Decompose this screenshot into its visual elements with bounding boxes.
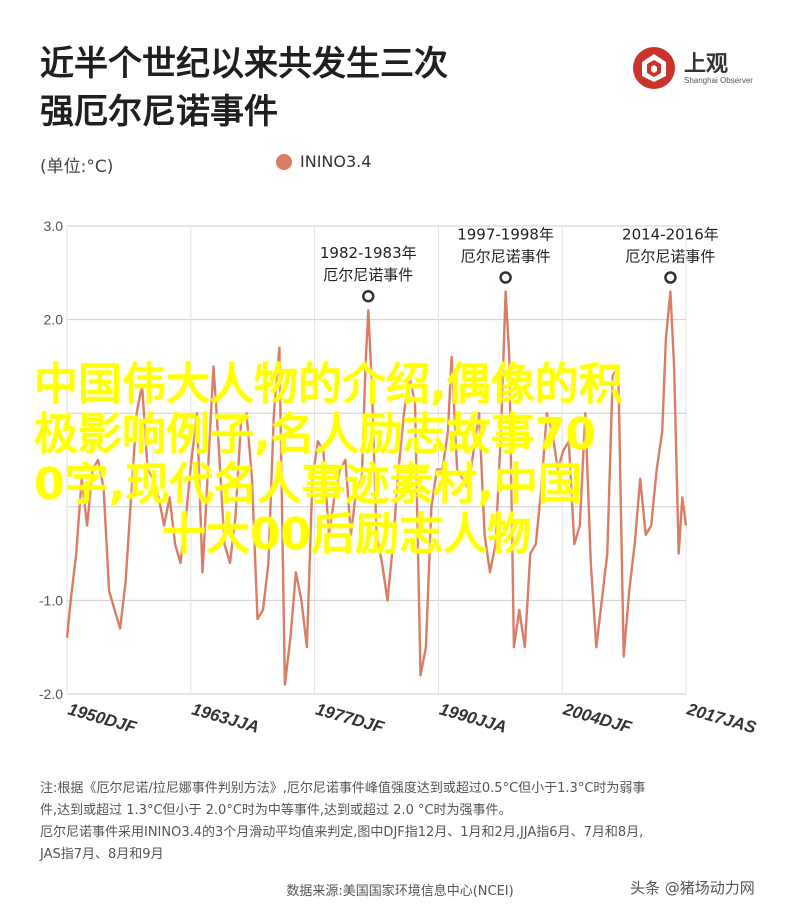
y-tick-label: 3.0 [44, 218, 64, 234]
legend: ININO3.4 [276, 152, 371, 171]
footnote: 注:根据《厄尔尼诺/拉尼娜事件判别方法》,厄尔尼诺事件峰值强度达到或超过0.5°… [40, 778, 760, 866]
y-tick-label: -1.0 [39, 592, 63, 608]
y-tick-label: -2.0 [39, 686, 63, 702]
annotation-label-line-1: 1982-1983年 [320, 244, 417, 262]
annotation-label-line-1: 2014-2016年 [622, 226, 719, 244]
brand-name: 上观 [684, 52, 729, 77]
x-tick-label: 1990JJA [437, 700, 509, 737]
peak-marker [362, 289, 375, 303]
x-tick-label: 1977DJF [313, 700, 386, 738]
annotation-label-line-2: 厄尔尼诺事件 [461, 248, 551, 266]
footnote-line-4: JAS指7月、8月和9月 [40, 847, 164, 862]
peak-marker [664, 271, 677, 284]
overlay-line-3: 0字,现代名人事迹素材,中国 [34, 459, 583, 510]
overlay-line-2: 极影响例子,名人励志故事70 [34, 409, 596, 460]
annotation-label-line-2: 厄尔尼诺事件 [323, 266, 413, 284]
overlay-headline: 中国伟大人物的介绍,偶像的积 极影响例子,名人励志故事70 0字,现代名人事迹素… [34, 360, 754, 560]
footnote-line-2: 件,达到或超过 1.3°C但小于 2.0°C时为中等事件,达到或超过 2.0 °… [40, 803, 512, 818]
x-tick-label: 1950DJF [66, 700, 139, 738]
overlay-line-4: 十大00后励志人物 [162, 509, 532, 560]
x-tick-label: 2004DJF [560, 699, 634, 737]
footnote-line-1: 注:根据《厄尔尼诺/拉尼娜事件判别方法》,厄尔尼诺事件峰值强度达到或超过0.5°… [40, 781, 646, 796]
annotation-label-line-2: 厄尔尼诺事件 [625, 248, 715, 266]
y-tick-label: 2.0 [44, 312, 64, 328]
legend-label: ININO3.4 [300, 152, 372, 171]
unit-label: (单位:°C) [40, 157, 114, 177]
annotation-label-line-1: 1997-1998年 [457, 226, 554, 244]
chart-title-line-1: 近半个世纪以来共发生三次 [40, 44, 448, 84]
data-source: 数据来源:美国国家环境信息中心(NCEI) [286, 884, 514, 899]
shanghai-observer-logo-icon [633, 47, 675, 89]
x-tick-label: 2017JAS [684, 699, 759, 737]
legend-swatch [276, 153, 292, 170]
chart-title: 近半个世纪以来共发生三次 强厄尔尼诺事件 [40, 40, 448, 136]
peak-marker [499, 271, 512, 284]
brand-badge: 上观 Shanghai Observer [632, 46, 762, 92]
watermark: 头条 @猪场动力网 [630, 879, 755, 897]
series-line-inino34 [65, 290, 688, 686]
footnote-line-3: 厄尔尼诺事件采用ININO3.4的3个月滑动平均值来判定,图中DJF指12月、1… [40, 825, 644, 840]
x-tick-label: 1963JJA [190, 700, 262, 737]
chart-title-line-2: 强厄尔尼诺事件 [40, 92, 278, 132]
brand-subtitle: Shanghai Observer [684, 76, 753, 85]
overlay-line-1: 中国伟大人物的介绍,偶像的积 [34, 359, 623, 410]
